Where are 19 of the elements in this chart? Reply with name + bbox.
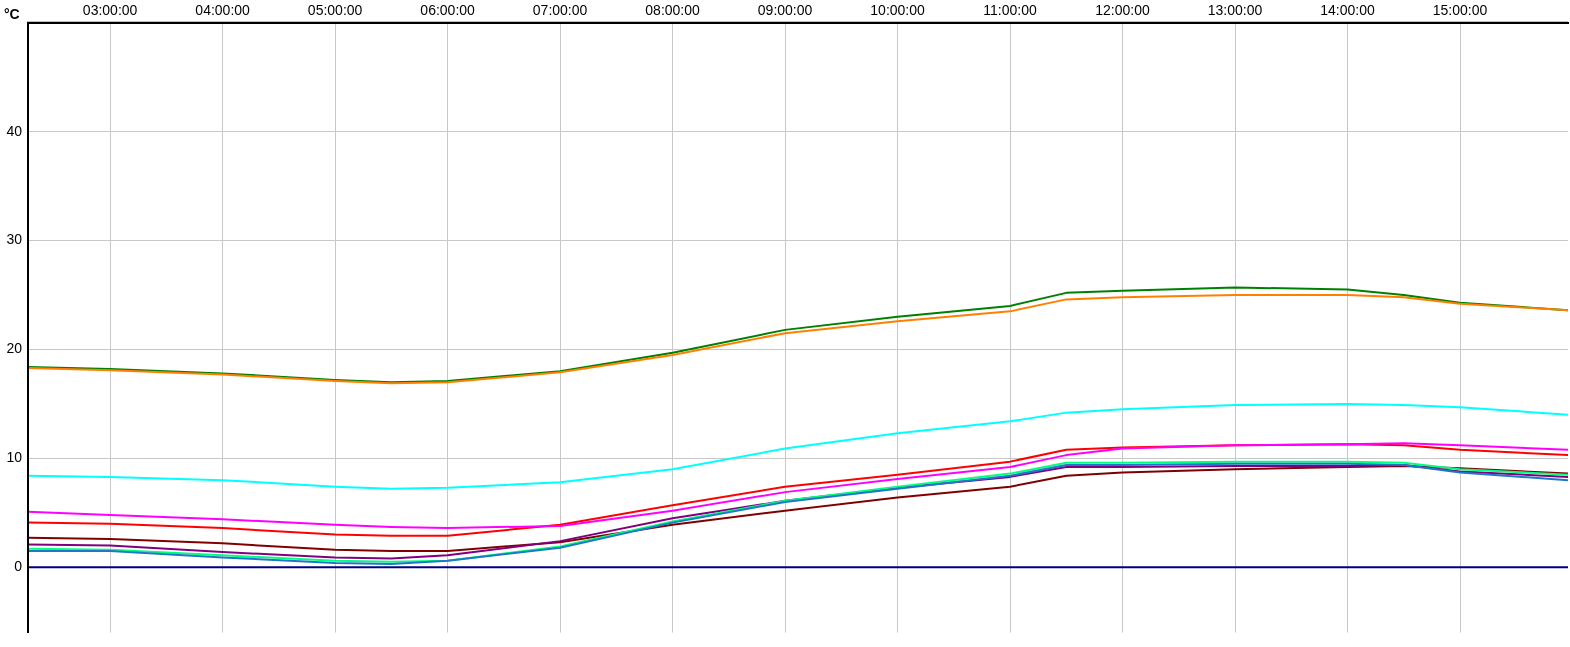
x-tick-label: 15:00:00 bbox=[1432, 2, 1488, 19]
x-tick-label: 10:00:00 bbox=[870, 2, 926, 19]
y-tick-label: 40 bbox=[6, 122, 23, 139]
x-tick-label: 13:00:00 bbox=[1207, 2, 1263, 19]
x-tick-label: 07:00:00 bbox=[532, 2, 588, 19]
x-tick-label: 09:00:00 bbox=[757, 2, 813, 19]
x-tick-label: 11:00:00 bbox=[983, 2, 1037, 19]
y-tick-label: 10 bbox=[6, 449, 23, 466]
y-tick-label: 30 bbox=[6, 231, 23, 248]
y-axis-title: °C bbox=[4, 5, 20, 22]
x-tick-label: 03:00:00 bbox=[82, 2, 138, 19]
x-tick-label: 12:00:00 bbox=[1095, 2, 1150, 19]
x-tick-label: 05:00:00 bbox=[307, 2, 363, 19]
x-tick-label: 14:00:00 bbox=[1320, 2, 1375, 19]
x-tick-label: 06:00:00 bbox=[420, 2, 476, 19]
x-tick-label: 04:00:00 bbox=[195, 2, 251, 19]
y-tick-label: 0 bbox=[14, 558, 23, 575]
x-tick-label: 08:00:00 bbox=[645, 2, 701, 19]
y-tick-label: 20 bbox=[6, 340, 23, 357]
